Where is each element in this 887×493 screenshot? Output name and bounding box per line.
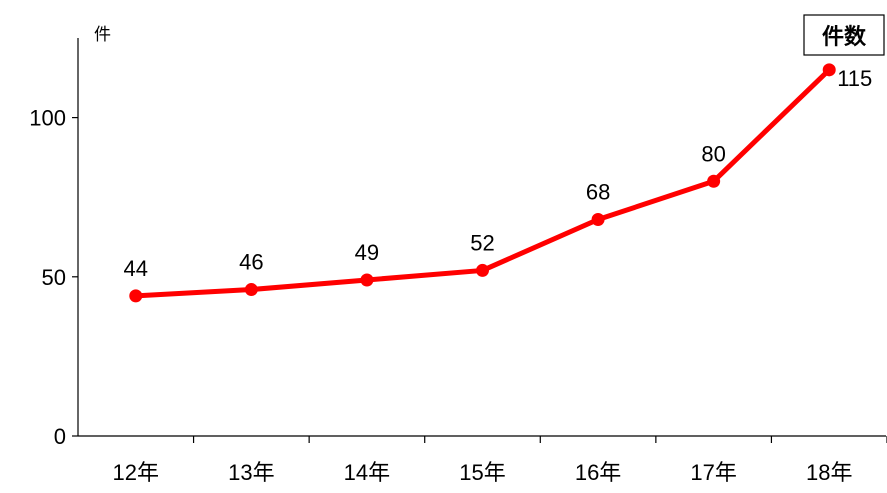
legend-label: 件数 — [822, 24, 867, 49]
legend: 件数 — [803, 14, 885, 56]
x-tick-label: 16年 — [575, 460, 621, 485]
data-point — [244, 283, 258, 297]
y-ticks: 0 50 100 — [29, 106, 78, 449]
data-point — [129, 289, 143, 303]
legend-box — [803, 14, 885, 56]
data-label: 44 — [124, 256, 148, 281]
data-label: 80 — [701, 141, 725, 166]
data-label: 52 — [470, 230, 494, 255]
y-tick-label: 50 — [42, 265, 66, 290]
data-label: 68 — [586, 179, 610, 204]
axes — [77, 38, 886, 437]
series-group: 44 46 49 52 68 80 115 — [124, 63, 872, 303]
y-tick-label: 0 — [54, 424, 66, 449]
data-point — [707, 174, 721, 188]
y-tick-label: 100 — [29, 106, 66, 131]
data-point — [476, 263, 489, 277]
x-tick-label: 12年 — [113, 460, 159, 485]
data-point — [591, 212, 605, 226]
x-ticks: 12年 13年 14年 15年 16年 17年 18年 — [113, 436, 887, 485]
data-label: 46 — [239, 250, 263, 275]
x-tick-label: 17年 — [690, 460, 736, 485]
x-tick-label: 18年 — [806, 460, 852, 485]
data-point — [360, 273, 374, 287]
x-tick-label: 13年 — [228, 460, 274, 485]
data-label: 49 — [355, 240, 379, 265]
y-unit-label: 件 — [94, 25, 111, 44]
x-tick-label: 14年 — [344, 460, 390, 485]
x-tick-label: 15年 — [459, 460, 505, 485]
data-point — [822, 63, 836, 77]
data-label: 115 — [837, 66, 872, 91]
